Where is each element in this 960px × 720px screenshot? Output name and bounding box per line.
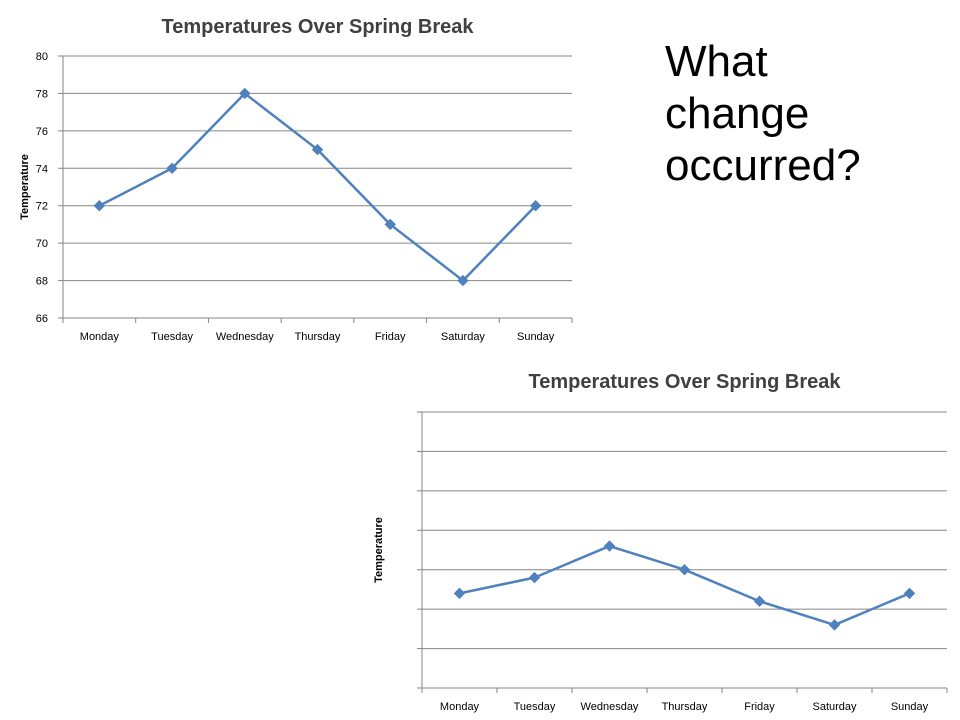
question-line-3: occurred? [665, 141, 861, 190]
question-line-2: change [665, 89, 810, 138]
data-point-monday [453, 587, 466, 600]
y-tick-label: 66 [36, 313, 48, 325]
question-text: What change occurred? [665, 36, 935, 192]
series-line [459, 544, 910, 627]
data-point-wednesday [603, 540, 616, 552]
data-point-tuesday [166, 162, 178, 174]
y-tick-label: 78 [36, 88, 48, 100]
x-tick-label: Friday [375, 331, 406, 343]
x-tick-label: Saturday [812, 701, 857, 713]
x-tick-label: Saturday [441, 331, 486, 343]
y-axis-title: Temperature [19, 154, 31, 220]
x-tick-label: Thursday [662, 701, 708, 713]
y-axis-title: Temperature [373, 517, 385, 583]
question-line-1: What [665, 37, 768, 86]
data-point-tuesday [528, 571, 541, 584]
data-point-friday [384, 218, 396, 231]
x-tick-label: Monday [440, 701, 480, 713]
y-tick-label: 68 [36, 276, 48, 288]
x-tick-label: Monday [80, 331, 120, 343]
x-tick-label: Thursday [295, 331, 341, 343]
x-tick-label: Wednesday [216, 331, 274, 343]
y-tick-label: 70 [36, 238, 48, 250]
data-point-wednesday [239, 87, 251, 100]
y-tick-label: 72 [36, 201, 48, 213]
data-point-friday [753, 595, 766, 607]
x-tick-label: Wednesday [581, 701, 639, 713]
data-point-sunday [529, 200, 542, 212]
x-tick-label: Friday [744, 701, 775, 713]
series-line [98, 92, 537, 282]
x-tick-label: Sunday [517, 331, 555, 343]
data-point-saturday [457, 274, 469, 287]
y-tick-label: 76 [36, 126, 48, 138]
chart-1: Temperatures Over Spring Break 66 68 70 72 74… [19, 16, 573, 343]
x-tick-label: Tuesday [514, 701, 556, 713]
data-point-thursday [678, 564, 691, 576]
chart-title: Temperatures Over Spring Break [529, 371, 842, 393]
data-point-saturday [828, 619, 841, 631]
data-point-thursday [311, 143, 324, 156]
chart-2: Temperatures Over Spring Break Temperatur… [373, 371, 948, 713]
x-tick-label: Tuesday [151, 331, 193, 343]
chart-title: Temperatures Over Spring Break [162, 16, 475, 38]
data-point-monday [93, 200, 106, 212]
x-tick-label: Sunday [891, 701, 929, 713]
y-tick-label: 74 [36, 163, 48, 175]
y-tick-label: 80 [36, 51, 48, 63]
data-point-sunday [903, 587, 916, 600]
